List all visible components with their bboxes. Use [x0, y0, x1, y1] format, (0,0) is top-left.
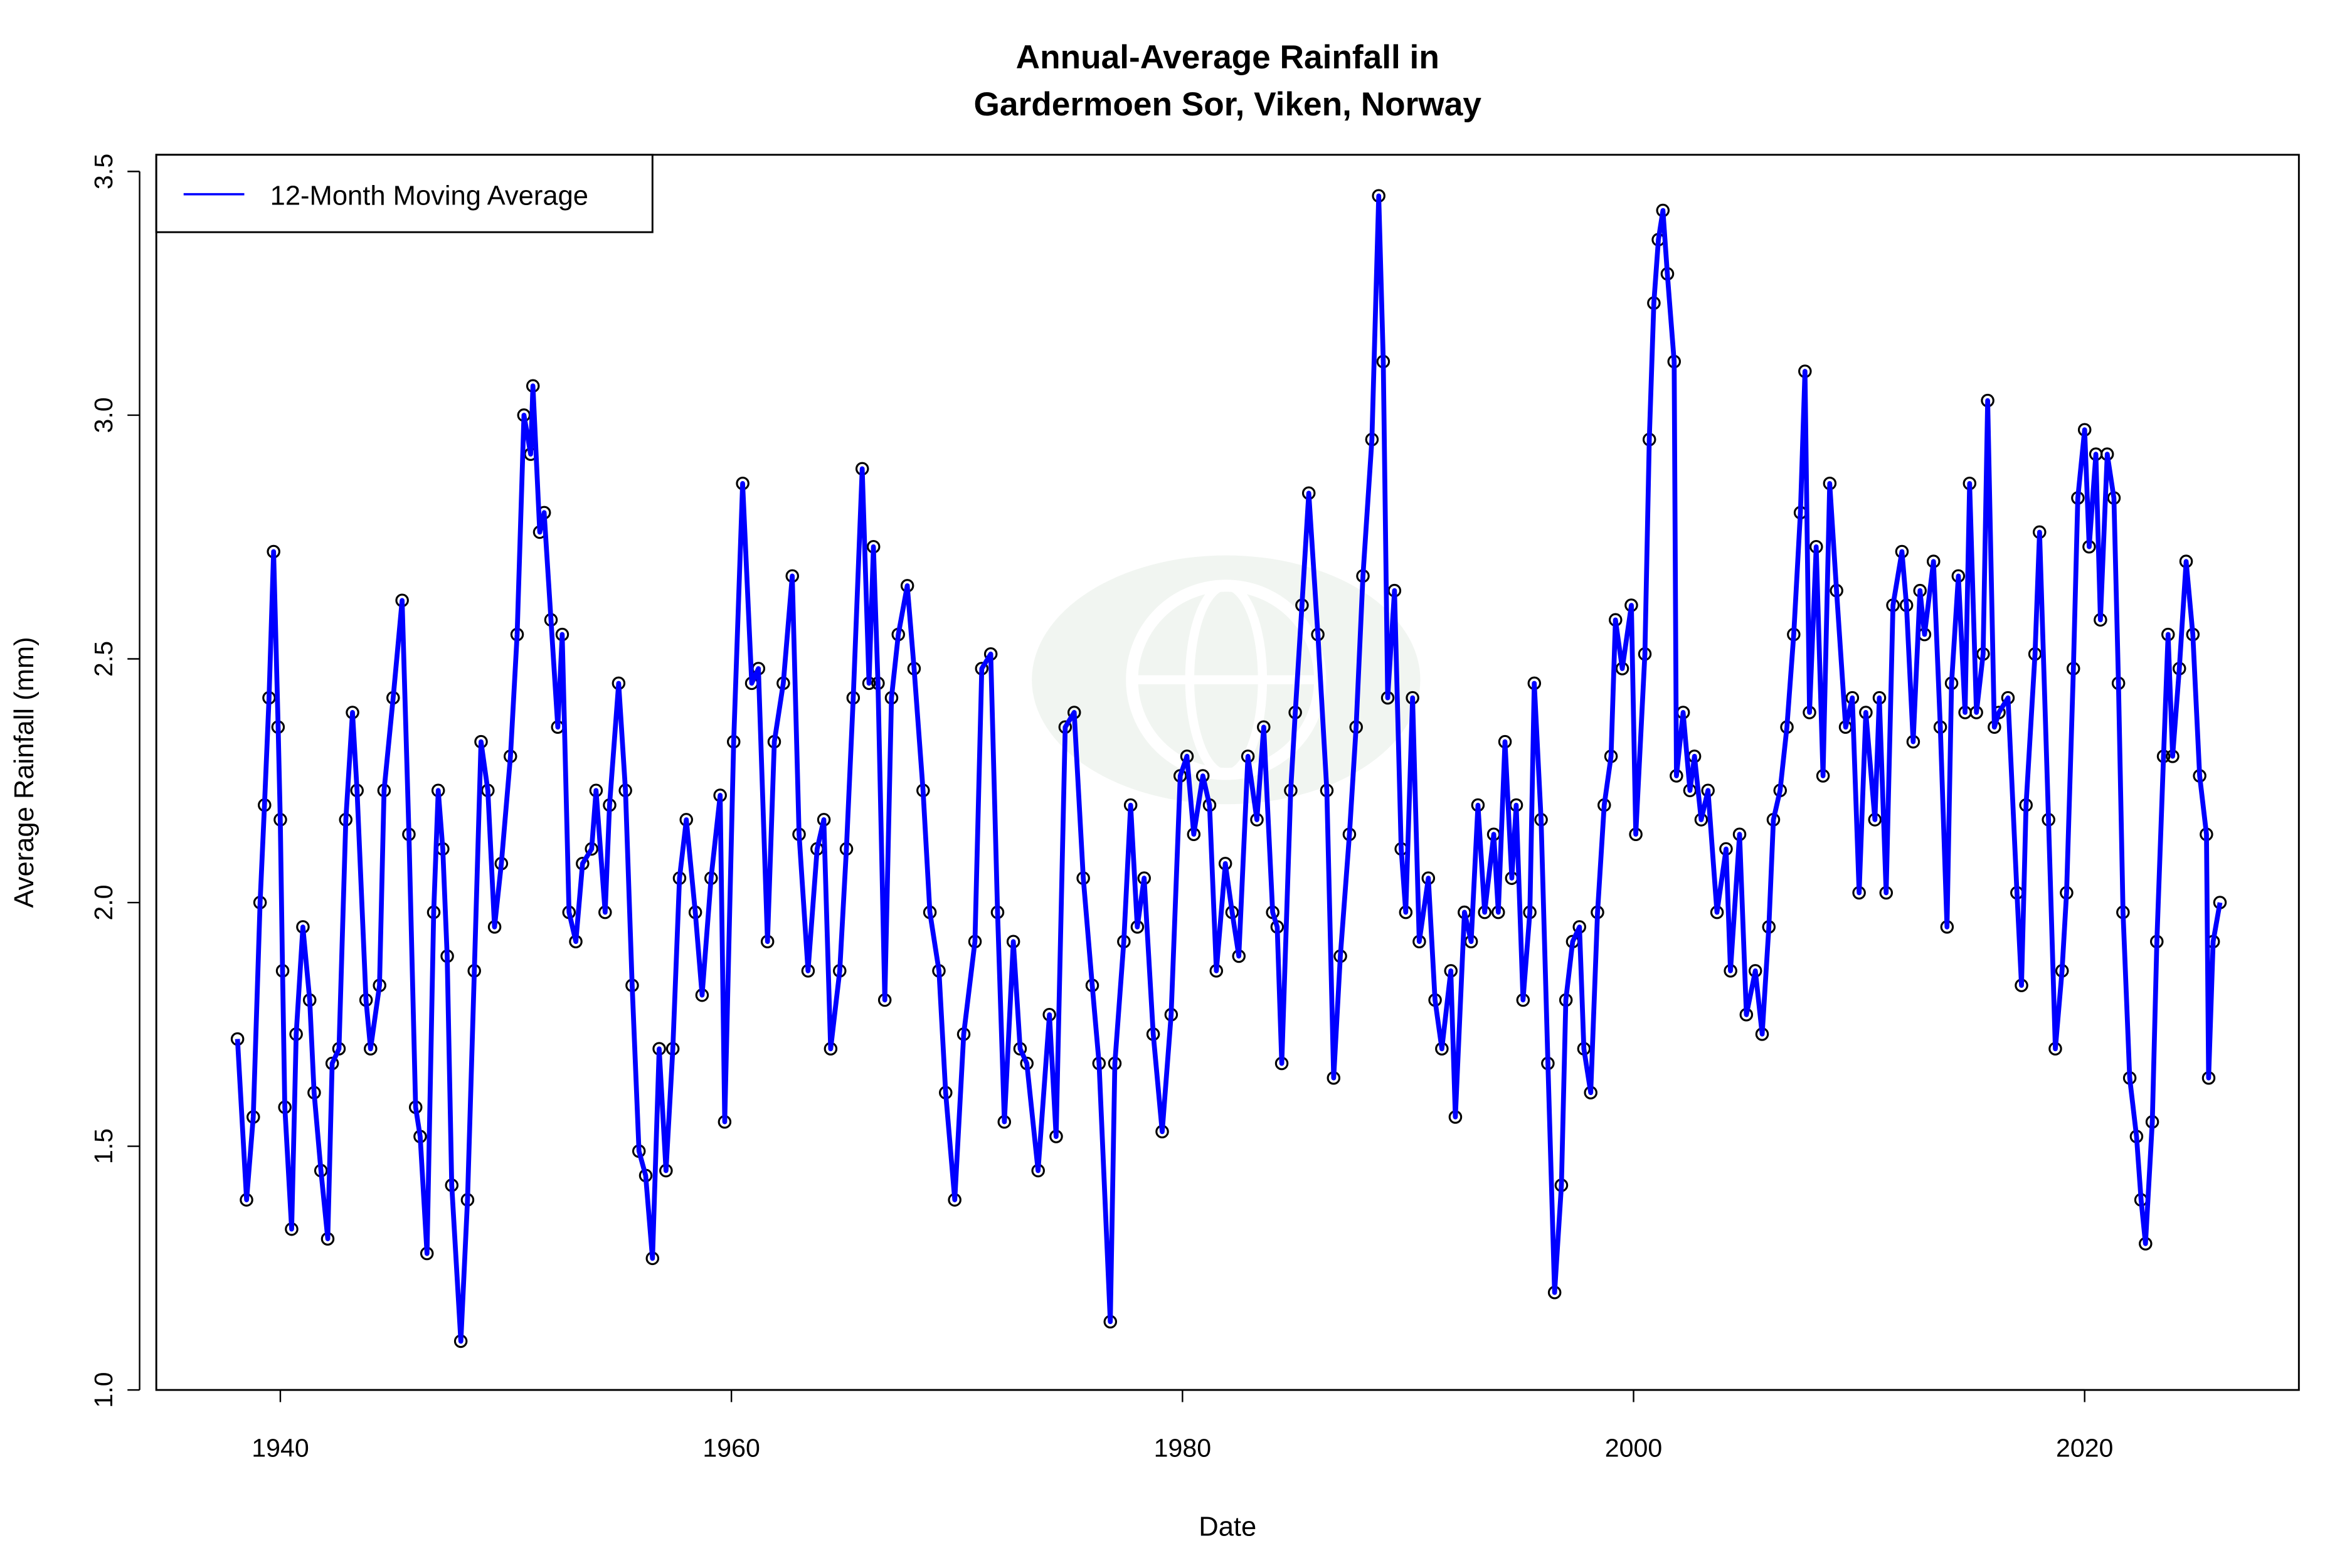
x-tick-label: 1960 — [702, 1434, 760, 1463]
x-axis-label: Date — [1199, 1512, 1256, 1542]
y-tick-label: 3.0 — [89, 397, 118, 433]
legend-label: 12-Month Moving Average — [270, 181, 588, 211]
series-line — [235, 193, 2223, 1344]
y-tick-label: 2.5 — [89, 641, 118, 677]
chart-title-line-1: Annual-Average Rainfall in — [1016, 39, 1439, 76]
y-axis-label: Average Rainfall (mm) — [9, 637, 40, 908]
chart-title-line-2: Gardermoen Sor, Viken, Norway — [974, 86, 1482, 123]
y-tick-label: 3.5 — [89, 154, 118, 189]
series-12-month-moving-average — [230, 189, 2227, 1348]
legend: 12-Month Moving Average — [155, 154, 654, 233]
y-tick-label: 2.0 — [89, 884, 118, 920]
x-tick-label: 1940 — [252, 1434, 309, 1463]
x-axis: 1940 1960 1980 2000 2020 — [252, 1389, 2113, 1463]
x-tick-label: 2020 — [2056, 1434, 2113, 1463]
y-tick-label: 1.0 — [89, 1372, 118, 1408]
x-tick-label: 2000 — [1605, 1434, 1662, 1463]
y-axis: 1.0 1.5 2.0 2.5 3.0 3.5 — [89, 154, 140, 1408]
y-tick-label: 1.5 — [89, 1128, 118, 1164]
x-tick-label: 1980 — [1154, 1434, 1211, 1463]
